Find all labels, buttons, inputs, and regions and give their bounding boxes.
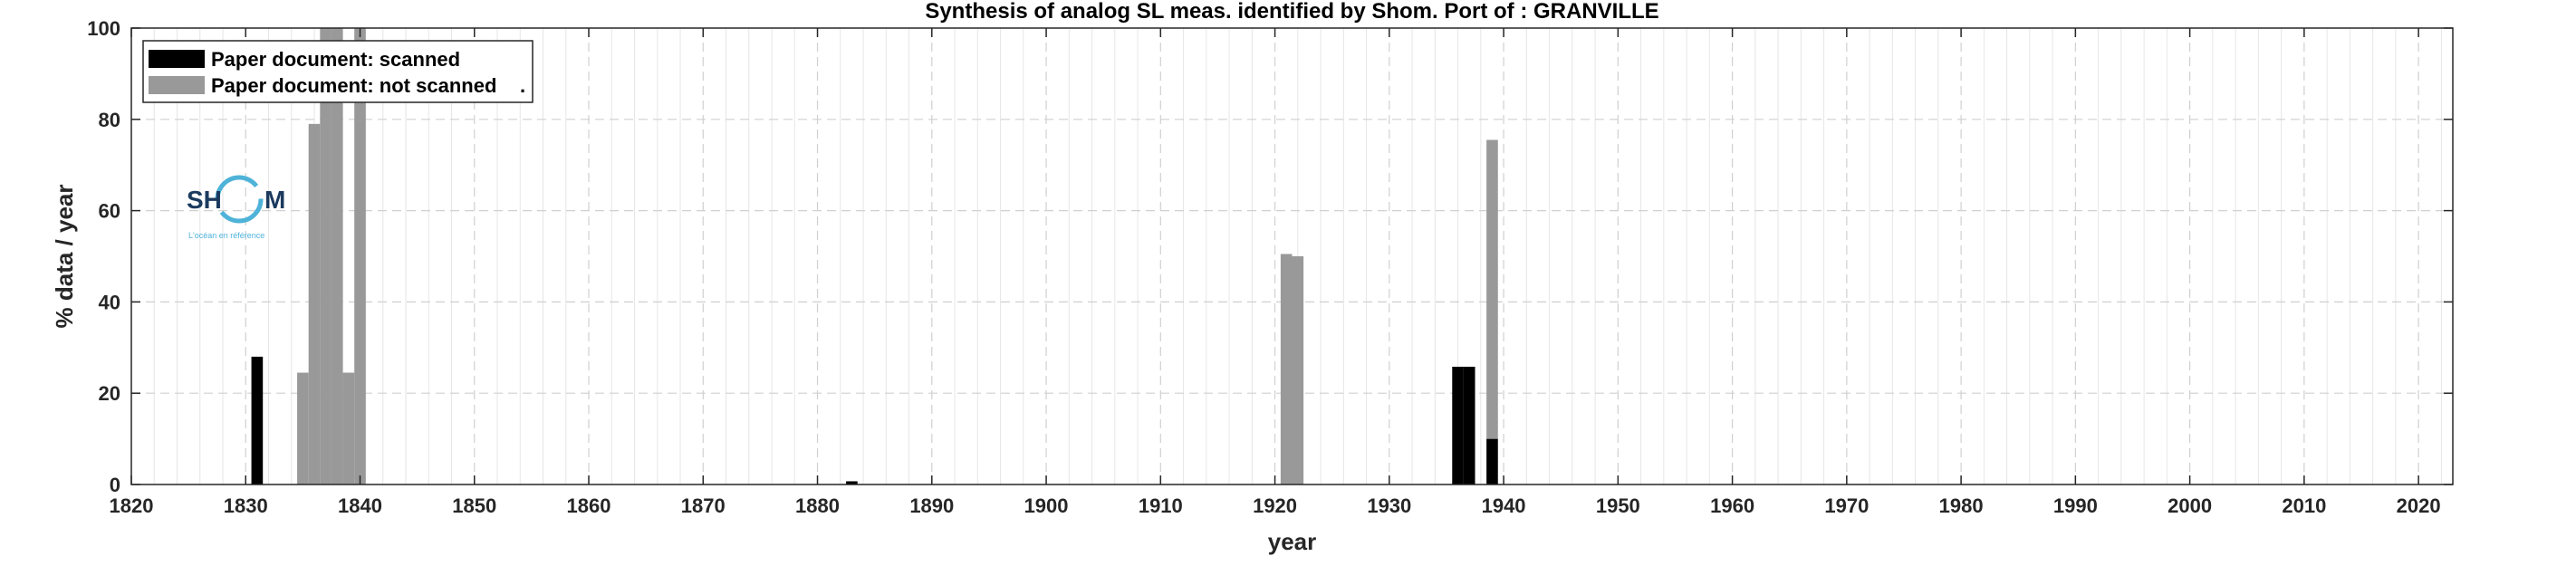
x-tick-label: 1900 [1024,494,1069,517]
x-tick-label: 1960 [1710,494,1754,517]
y-tick-label: 100 [87,17,120,40]
bar-scanned-1937 [1463,366,1475,484]
x-tick-label: 1980 [1939,494,1984,517]
y-tick-label: 40 [99,291,120,313]
legend-swatch-not-scanned [149,76,205,94]
x-tick-label: 2000 [2167,494,2212,517]
x-tick-label: 1930 [1367,494,1411,517]
bar-scanned-1883 [846,481,858,484]
x-tick-label: 2020 [2397,494,2441,517]
x-tick-label: 1820 [110,494,154,517]
bar-not-scanned-1922 [1292,256,1304,484]
x-tick-label: 1940 [1482,494,1526,517]
logo-tagline: L'océan en référence [188,231,264,240]
chart-title: Synthesis of analog SL meas. identified … [925,0,1658,24]
x-tick-label: 1910 [1139,494,1183,517]
y-axis-label: % data / year [51,185,78,329]
y-tick-label: 80 [99,109,120,131]
legend-label-not-scanned: Paper document: not scanned [211,74,496,97]
x-tick-label: 1920 [1253,494,1297,517]
bar-not-scanned-1921 [1280,254,1293,484]
y-tick-label: 20 [99,382,120,405]
bar-not-scanned-1839 [342,372,355,484]
x-tick-label: 1950 [1596,494,1640,517]
x-tick-label: 1830 [224,494,268,517]
logo-text-left: SH [187,186,222,214]
x-tick-label: 1840 [338,494,382,517]
bars-layer [251,28,1498,484]
legend: Paper document: scanned Paper document: n… [142,40,533,103]
legend-label-scanned: Paper document: scanned [211,48,460,71]
ticks-layer: 1820 1830 1840 1850 1860 1870 1880 1890 1900 1910… [87,17,2453,517]
bar-scanned-1939 [1486,438,1498,484]
shom-logo: SH M L'océan en référence [187,175,285,240]
y-tick-label: 0 [110,474,120,496]
bar-scanned-1936 [1452,366,1464,484]
axes-frame [130,27,2454,485]
x-tick-label: 1970 [1824,494,1869,517]
x-tick-label: 1890 [909,494,954,517]
logo-ring-icon [215,175,264,224]
x-tick-label: 1870 [681,494,726,517]
x-tick-label: 1850 [452,494,496,517]
x-tick-label: 2010 [2282,494,2326,517]
y-tick-label: 60 [99,200,120,223]
bar-not-scanned-1939 [1486,139,1498,439]
bar-not-scanned-1840 [354,28,366,484]
grid-layer [131,28,2453,484]
x-axis-label: year [1268,528,1317,555]
bar-not-scanned-1835 [297,372,309,484]
bar-scanned-1831 [251,356,264,484]
bar-not-scanned-1836 [308,123,321,484]
legend-dot: . [520,74,525,97]
x-tick-label: 1860 [567,494,611,517]
logo-text-right: M [264,186,285,214]
bar-not-scanned-1838 [331,28,343,484]
x-tick-label: 1880 [795,494,840,517]
x-tick-label: 1990 [2053,494,2098,517]
legend-swatch-scanned [149,50,205,68]
bar-not-scanned-1837 [320,28,332,484]
legend-box [142,40,533,103]
